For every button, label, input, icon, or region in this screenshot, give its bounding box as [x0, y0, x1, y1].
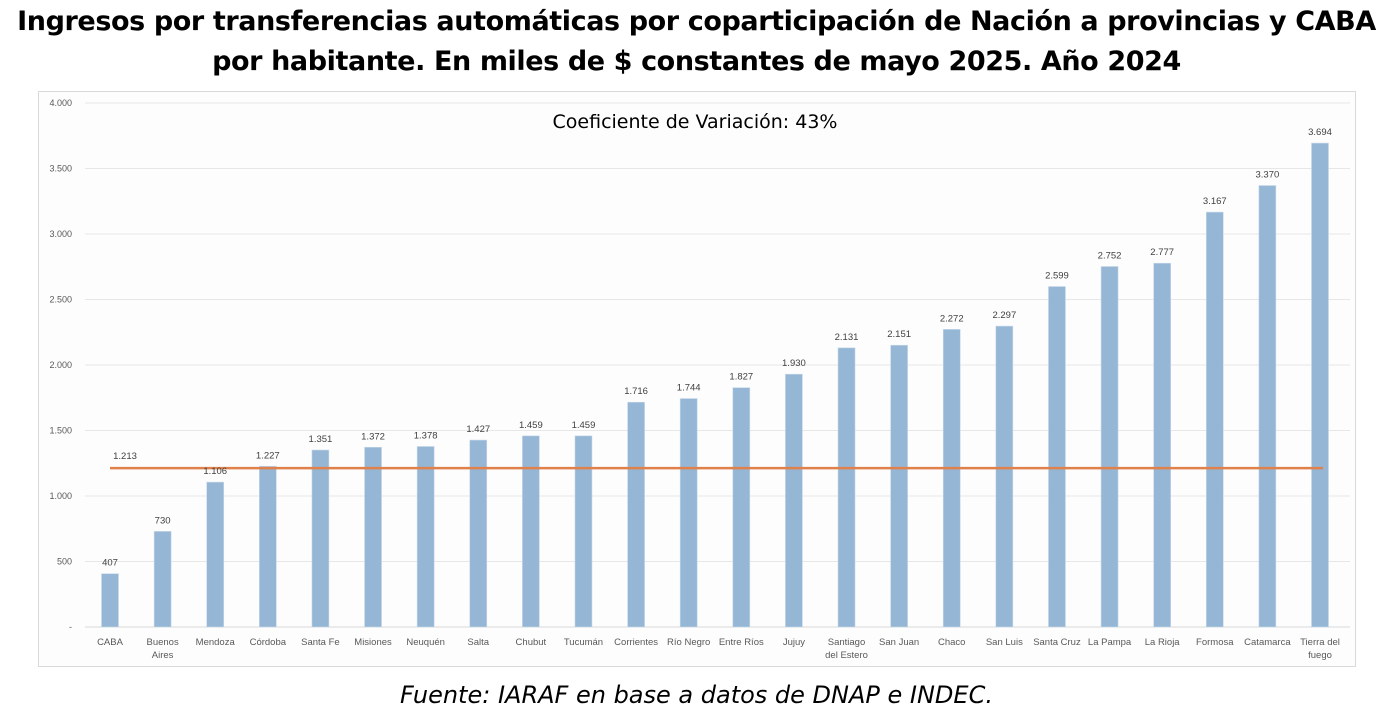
data-label: 1.372: [361, 431, 385, 442]
x-tick-label: Corrientes: [614, 637, 658, 648]
bar: [1048, 286, 1066, 628]
bar: [574, 435, 593, 628]
bar: [1311, 142, 1329, 628]
x-tick-label: CABA: [97, 637, 124, 648]
source-note: Fuente: IARAF en base a datos de DNAP e …: [400, 681, 993, 709]
data-label: 2.151: [887, 329, 911, 340]
data-label: 3.370: [1256, 170, 1280, 181]
x-tick-label: Tucumán: [564, 637, 603, 648]
bar: [837, 347, 856, 628]
data-label: 2.297: [992, 310, 1016, 321]
bar: [364, 446, 382, 628]
data-label: 1.378: [414, 430, 438, 441]
x-tick-label: del Estero: [825, 650, 868, 661]
x-tick-label: Mendoza: [196, 637, 236, 648]
y-tick-label: 500: [57, 557, 72, 567]
x-tick-label: Chaco: [938, 637, 965, 648]
data-label: 1.827: [729, 372, 753, 383]
bar: [206, 481, 225, 628]
x-tick-label: Aires: [152, 650, 174, 661]
y-tick-label: -: [69, 622, 72, 632]
chart-title: Ingresos por transferencias automáticas …: [0, 2, 1393, 82]
x-tick-label: Catamarca: [1244, 637, 1291, 648]
data-label: 1.744: [677, 383, 701, 394]
bar: [1205, 211, 1224, 628]
bar: [259, 465, 277, 628]
bar: [416, 446, 435, 628]
x-tick-label: Buenos: [146, 637, 178, 648]
data-labels: 407 730 1.106 1.227 1.351 1.372 1.378 1.427 1.45…: [102, 127, 1332, 569]
data-label: 1.716: [624, 386, 648, 397]
x-tick-label: La Pampa: [1088, 637, 1132, 648]
x-tick-label: Entre Ríos: [719, 637, 764, 648]
chart-title-line-1: Ingresos por transferencias automáticas …: [17, 6, 1376, 37]
bar: [785, 373, 803, 628]
x-tick-label: San Luis: [986, 637, 1023, 648]
x-tick-label: Chubut: [516, 637, 547, 648]
bar: [942, 329, 961, 628]
bar: [1153, 262, 1171, 628]
data-label: 2.272: [940, 313, 964, 324]
data-label: 730: [155, 515, 171, 526]
y-tick-label: 1.500: [49, 426, 72, 436]
data-label: 1.459: [519, 420, 543, 431]
x-tick-label: Tierra del: [1300, 637, 1340, 648]
bar: [732, 387, 751, 628]
data-label: 1.351: [309, 434, 333, 445]
bar: [1100, 266, 1119, 628]
data-label: 1.427: [466, 424, 490, 435]
data-label: 1.106: [203, 466, 227, 477]
data-label: 1.930: [782, 358, 806, 369]
bar: [890, 344, 908, 628]
x-tick-label: Formosa: [1196, 637, 1234, 648]
data-label: 407: [102, 558, 118, 569]
x-tick-label: Neuquén: [406, 637, 445, 648]
bar: [469, 439, 488, 628]
x-tick-label: fuego: [1308, 650, 1332, 661]
y-tick-label: 3.500: [49, 164, 72, 174]
bar: [679, 398, 698, 628]
bar: [1258, 185, 1277, 628]
bar: [627, 401, 645, 628]
x-tick-label: Jujuy: [783, 637, 805, 648]
x-tick-label: Santa Cruz: [1033, 637, 1081, 648]
x-tick-label: San Juan: [879, 637, 919, 648]
y-tick-label: 3.000: [49, 229, 72, 239]
y-tick-label: 1.000: [49, 491, 72, 501]
bar: [995, 325, 1014, 628]
bar: [311, 449, 330, 628]
y-tick-label: 4.000: [49, 98, 72, 108]
x-tick-label: Río Negro: [667, 637, 710, 648]
data-label: 2.752: [1098, 250, 1122, 261]
x-tick-label: Santa Fe: [301, 637, 340, 648]
data-label: 3.167: [1203, 196, 1227, 207]
bars: [101, 142, 1329, 628]
data-label: 2.777: [1150, 247, 1174, 258]
gridlines: [85, 102, 1350, 628]
x-tick-label: Santiago: [828, 637, 866, 648]
chart-title-line-2: por habitante. En miles de $ constantes …: [212, 46, 1181, 77]
y-tick-label: 2.500: [49, 295, 72, 305]
bar: [101, 573, 119, 628]
average-line-group: 1.213: [110, 451, 1323, 470]
data-label: 3.694: [1308, 127, 1332, 138]
x-tick-label: La Rioja: [1145, 637, 1181, 648]
y-tick-label: 2.000: [49, 360, 72, 370]
y-axis: - 500 1.000 1.500 2.000 2.500 3.000 3.500 4.000: [49, 98, 72, 632]
bar: [522, 435, 540, 628]
data-label: 1.227: [256, 450, 280, 461]
coefficient-annotation: Coeficiente de Variación: 43%: [553, 111, 838, 133]
x-tick-label: Misiones: [354, 637, 392, 648]
x-tick-label: Salta: [467, 637, 489, 648]
bar: [153, 531, 172, 628]
data-label: 2.131: [835, 332, 859, 343]
data-label: 2.599: [1045, 271, 1069, 282]
x-axis: CABA Buenos Aires Mendoza Córdoba Santa Fe Mis…: [97, 637, 1340, 661]
x-tick-label: Córdoba: [250, 637, 287, 648]
average-line-label: 1.213: [113, 451, 137, 462]
data-label: 1.459: [572, 420, 596, 431]
